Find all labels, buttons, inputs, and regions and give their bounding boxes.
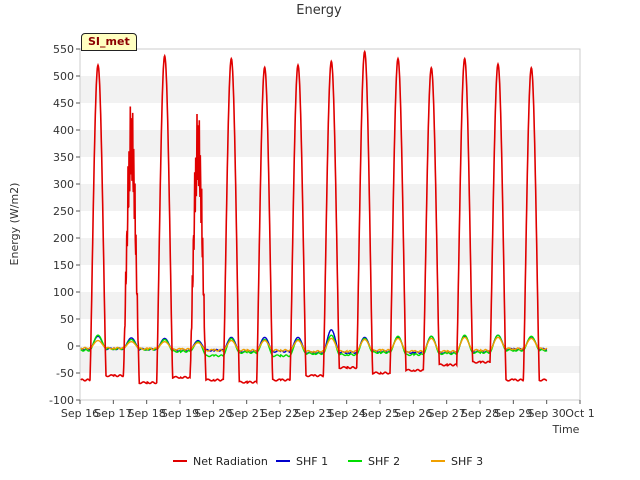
x-tick-label: Sep 28 bbox=[461, 407, 499, 420]
x-tick-label: Sep 24 bbox=[328, 407, 366, 420]
y-tick-label: 250 bbox=[53, 205, 74, 218]
y-tick-label: 200 bbox=[53, 232, 74, 245]
grid-band bbox=[80, 184, 580, 211]
x-tick-label: Sep 16 bbox=[61, 407, 99, 420]
chart-title: Energy bbox=[296, 3, 342, 18]
x-tick-label: Sep 19 bbox=[161, 407, 199, 420]
site-label-badge: SI_met bbox=[81, 33, 137, 51]
x-axis-label: Time bbox=[552, 423, 580, 436]
y-tick-label: 400 bbox=[53, 124, 74, 137]
x-tick-label: Sep 20 bbox=[194, 407, 232, 420]
y-tick-label: 0 bbox=[67, 340, 74, 353]
series-line-shf-3 bbox=[80, 336, 548, 354]
grid-band bbox=[80, 292, 580, 319]
y-tick-label: 500 bbox=[53, 70, 74, 83]
legend-label: SHF 1 bbox=[296, 455, 328, 468]
grid-band bbox=[80, 238, 580, 265]
x-tick-label: Sep 29 bbox=[494, 407, 532, 420]
y-axis-label: Energy (W/m2) bbox=[8, 183, 21, 266]
y-axis-ticks: -100 -50 0 50 100 150 200 250 300 350 400 450 500 550 bbox=[49, 43, 80, 407]
legend: Net Radiation SHF 1 SHF 2 SHF 3 bbox=[173, 455, 483, 468]
x-tick-label: Sep 23 bbox=[294, 407, 332, 420]
x-tick-label: Sep 21 bbox=[228, 407, 266, 420]
series-layer bbox=[80, 49, 548, 385]
series-line-net-radiation bbox=[80, 49, 548, 385]
y-tick-label: 300 bbox=[53, 178, 74, 191]
y-tick-label: 350 bbox=[53, 151, 74, 164]
legend-label: SHF 2 bbox=[368, 455, 400, 468]
x-tick-label: Sep 25 bbox=[361, 407, 399, 420]
grid-band bbox=[80, 130, 580, 157]
y-tick-label: 100 bbox=[53, 286, 74, 299]
x-tick-label: Sep 22 bbox=[261, 407, 299, 420]
y-tick-label: 150 bbox=[53, 259, 74, 272]
x-tick-label: Oct 1 bbox=[565, 407, 595, 420]
y-tick-label: 450 bbox=[53, 97, 74, 110]
x-tick-label: Sep 27 bbox=[428, 407, 466, 420]
x-tick-label: Sep 17 bbox=[94, 407, 132, 420]
y-tick-label: 550 bbox=[53, 43, 74, 56]
grid-band bbox=[80, 346, 580, 373]
legend-label: Net Radiation bbox=[193, 455, 268, 468]
y-tick-label: -50 bbox=[56, 367, 74, 380]
legend-label: SHF 3 bbox=[451, 455, 483, 468]
x-tick-label: Sep 26 bbox=[394, 407, 432, 420]
x-tick-label: Sep 30 bbox=[528, 407, 566, 420]
plot-frame bbox=[79, 48, 581, 401]
x-tick-label: Sep 18 bbox=[128, 407, 166, 420]
y-tick-label: -100 bbox=[49, 394, 74, 407]
y-tick-label: 50 bbox=[60, 313, 74, 326]
